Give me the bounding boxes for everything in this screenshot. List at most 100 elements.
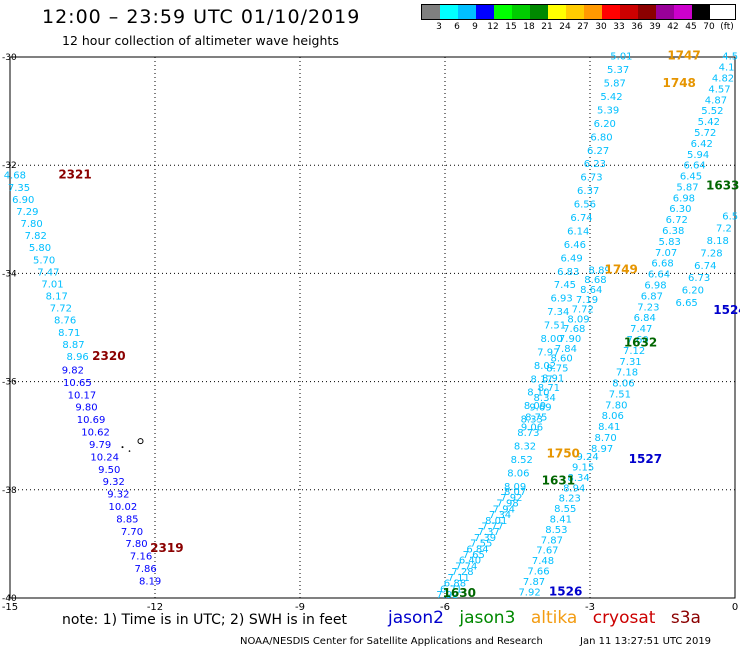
color-legend: 3 6 9 12 15 18 21 24 27 30 33 36 39 42 45 70 (ft) [421, 4, 736, 32]
legend-label: 24 [559, 22, 571, 32]
pass-time-label: 1526 [549, 584, 582, 598]
swh-value: 7.55 [470, 539, 492, 550]
swh-value: 6.30 [669, 204, 691, 215]
legend-swatches [421, 4, 736, 20]
swh-value: 7.47 [630, 324, 652, 335]
swh-value: 5.87 [604, 79, 626, 90]
lon-tick-label: -9 [295, 602, 305, 613]
swh-value: 6.87 [641, 291, 663, 302]
swh-value: 7.65 [463, 550, 485, 561]
swh-value: 5.37 [607, 65, 629, 76]
legend-label: 42 [667, 22, 679, 32]
swh-value: 8.76 [54, 316, 76, 327]
swh-value: 7.77 [481, 521, 503, 532]
swh-value: 7.51 [609, 389, 631, 400]
swh-value: 6.98 [673, 193, 695, 204]
swh-value: 6.64 [648, 270, 670, 281]
swh-value: 6.72 [666, 215, 688, 226]
swh-value: 7.37 [478, 527, 500, 538]
swh-value: 9.50 [98, 465, 120, 476]
note-text: note: 1) Time is in UTC; 2) SWH is in fe… [62, 612, 348, 628]
sat-jason3: jason3 [459, 608, 516, 628]
swh-value: 8.75 [546, 363, 568, 374]
swh-value: 8.41 [550, 514, 572, 525]
legend-swatch [512, 5, 530, 19]
lon-tick-label: 0 [732, 602, 738, 613]
swh-value: 6.40 [459, 556, 481, 567]
swh-value: 6.27 [587, 146, 609, 157]
swh-value: 9.32 [107, 490, 129, 501]
swh-value: 8.34 [534, 393, 556, 404]
pass-time-label: 1749 [605, 262, 638, 276]
swh-value: 5.39 [597, 105, 619, 116]
legend-label: 39 [649, 22, 661, 32]
pass-time-label: 2321 [58, 168, 91, 182]
legend-label: 21 [541, 22, 553, 32]
swh-value: 4.1 [719, 63, 735, 74]
swh-value: 7.80 [20, 219, 42, 230]
swh-value: 8.73 [517, 428, 539, 439]
page-title: 12:00 – 23:59 UTC 01/10/2019 [42, 6, 361, 28]
lon-tick-label: -6 [440, 602, 450, 613]
swh-value: 8.70 [595, 433, 617, 444]
swh-value: 9.82 [62, 365, 84, 376]
swh-value: 10.02 [109, 502, 138, 513]
swh-value: 6.93 [550, 294, 572, 305]
swh-value: 6.74 [570, 213, 592, 224]
swh-value: 8.19 [139, 576, 161, 587]
swh-value: 6.20 [682, 285, 704, 296]
swh-value: 8.64 [580, 285, 602, 296]
swh-value: 8.34 [568, 473, 590, 484]
legend-label: 33 [613, 22, 625, 32]
pass-time-label: 1527 [629, 452, 662, 466]
legend-swatch [476, 5, 494, 19]
swh-value: 9.69 [529, 403, 551, 414]
swh-value: 5.87 [676, 182, 698, 193]
swh-value: 7.70 [121, 527, 143, 538]
legend-swatch [638, 5, 656, 19]
swh-value: 6.84 [634, 313, 656, 324]
swh-value: 6.84 [466, 544, 488, 555]
swh-value: 6.83 [557, 267, 579, 278]
swh-value: 5.72 [694, 128, 716, 139]
swh-value: 7.67 [536, 546, 558, 557]
swh-value: 7.51 [544, 321, 566, 332]
footer-timestamp: Jan 11 13:27:51 UTC 2019 [580, 636, 712, 647]
pass-time-label: 1747 [667, 49, 700, 63]
legend-swatch [530, 5, 548, 19]
sat-jason2: jason2 [388, 608, 444, 628]
swh-value: 7.11 [448, 573, 470, 584]
legend-labels: 3 6 9 12 15 18 21 24 27 30 33 36 39 42 45 70 (ft) [430, 22, 736, 32]
swh-value: 8.75 [525, 412, 547, 423]
legend-label: 3 [436, 22, 442, 32]
swh-value: 8.85 [116, 514, 138, 525]
swh-value: 7.98 [496, 499, 518, 510]
swh-value: 7.72 [50, 304, 72, 315]
swh-value: 10.17 [68, 390, 97, 401]
swh-value: 5.42 [698, 117, 720, 128]
swh-value: 7.92 [436, 590, 458, 601]
swh-value: 8.17 [531, 374, 553, 385]
sat-s3a: s3a [670, 608, 701, 628]
swh-value: 7.29 [16, 207, 38, 218]
legend-swatch [548, 5, 566, 19]
swh-value: 7.28 [451, 567, 473, 578]
swh-value: 5.94 [687, 150, 709, 161]
swh-value: 7.86 [134, 564, 156, 575]
swh-value: 10.69 [77, 415, 106, 426]
swh-value: 7.48 [532, 556, 554, 567]
swh-value: 6.98 [644, 281, 666, 292]
legend-label: 45 [685, 22, 697, 32]
swh-value: 6.42 [691, 139, 713, 150]
swh-value: 6.80 [590, 132, 612, 143]
swh-value: 4.87 [705, 95, 727, 106]
swh-value: 8.23 [559, 494, 581, 505]
legend-label: 9 [472, 22, 478, 32]
island-marker [121, 446, 124, 449]
island-marker [137, 438, 144, 445]
swh-value: 5.80 [29, 243, 51, 254]
swh-value: 8.02 [534, 361, 556, 372]
swh-value: 7.68 [563, 324, 585, 335]
swh-value: 7.92 [500, 493, 522, 504]
swh-value: 7.80 [605, 400, 627, 411]
